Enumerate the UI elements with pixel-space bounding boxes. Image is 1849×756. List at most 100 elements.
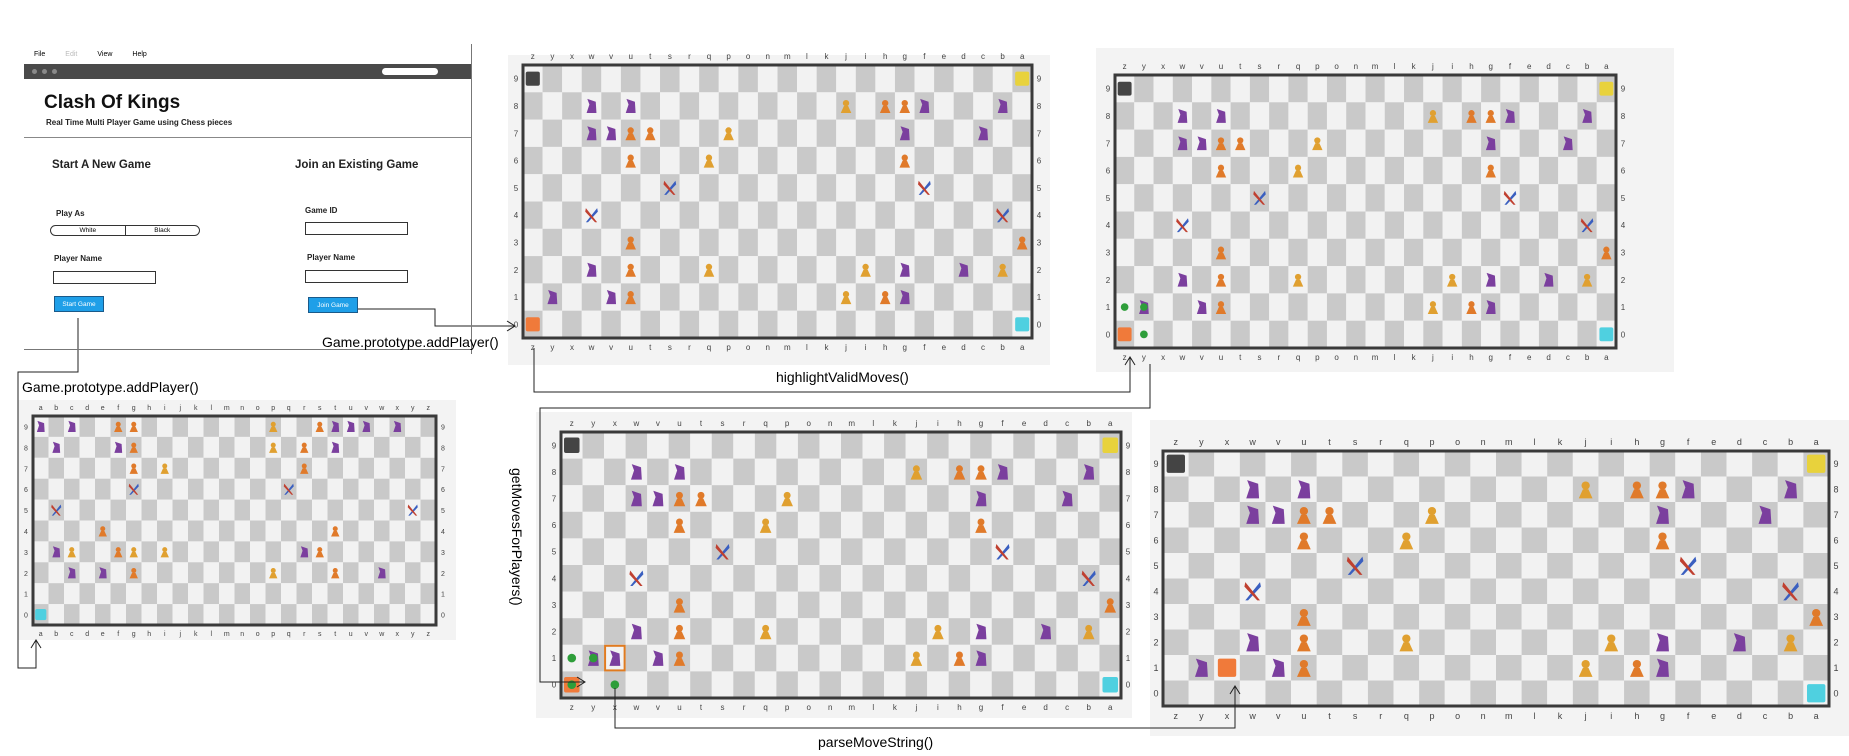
bishop-piece-icon[interactable] [1809,616,1824,626]
board-square[interactable] [281,604,297,625]
board-square[interactable] [819,565,841,592]
board-square[interactable] [561,511,583,539]
board-square[interactable] [953,119,974,147]
board-square[interactable] [855,119,876,147]
board-square[interactable] [420,604,437,625]
pawn-piece-icon[interactable] [723,133,734,141]
board-square[interactable] [1188,629,1215,656]
board-square[interactable] [1192,211,1212,239]
board-square[interactable] [1700,476,1727,503]
board-square[interactable] [948,591,971,619]
board-square[interactable] [188,562,204,584]
board-square[interactable] [1675,502,1701,528]
board-square[interactable] [420,499,437,521]
board-square[interactable] [79,416,96,437]
board-square[interactable] [33,541,49,563]
board-square[interactable] [1342,655,1368,681]
board-square[interactable] [660,201,680,229]
board-square[interactable] [1752,451,1778,477]
board-square[interactable] [690,618,712,645]
board-square[interactable] [157,562,173,584]
board-square[interactable] [836,256,856,284]
board-square[interactable] [250,562,266,584]
bishop-piece-icon[interactable] [625,269,636,277]
board-square[interactable] [1367,476,1394,503]
board-square[interactable] [1307,156,1327,185]
board-square[interactable] [934,65,954,93]
pawn-piece-icon[interactable] [1583,273,1591,281]
selected-square[interactable] [604,644,626,672]
board-square[interactable] [1700,604,1727,630]
board-square[interactable] [48,457,65,479]
board-square[interactable] [561,618,583,645]
board-square[interactable] [1521,655,1548,681]
board-square[interactable] [1269,75,1289,103]
board-square[interactable] [733,538,755,565]
board-square[interactable] [188,520,204,542]
board-square[interactable] [948,565,971,592]
board-square[interactable] [1404,129,1424,157]
board-square[interactable] [172,457,189,479]
board-square[interactable] [1034,538,1057,565]
board-square[interactable] [992,65,1013,93]
board-square[interactable] [1538,156,1559,185]
board-square[interactable] [1624,629,1650,656]
board-square[interactable] [1442,320,1462,348]
board-square[interactable] [1153,266,1173,294]
knight-piece-icon[interactable] [36,420,45,433]
board-square[interactable] [1192,156,1212,185]
board-square[interactable] [581,174,602,202]
pawn-piece-icon[interactable] [129,551,138,558]
board-square[interactable] [1538,75,1559,103]
board-square[interactable] [953,201,974,229]
rook-piece-icon[interactable] [715,543,729,560]
board-square[interactable] [1134,129,1154,157]
board-square[interactable] [647,538,669,565]
board-square[interactable] [647,432,669,459]
pawn-piece-icon[interactable] [1314,137,1321,144]
bishop-piece-icon[interactable] [675,624,683,632]
board-square[interactable] [1519,184,1539,212]
board-square[interactable] [562,201,582,229]
rook-piece-icon[interactable] [1580,218,1593,233]
bishop-piece-icon[interactable] [1629,489,1644,499]
board-square[interactable] [188,457,204,479]
valid-move-dot[interactable] [1120,303,1129,311]
board-square[interactable] [110,499,127,521]
board-square[interactable] [991,432,1014,459]
board-square[interactable] [875,228,895,257]
board-square[interactable] [862,538,885,565]
board-square[interactable] [327,541,344,563]
pawn-piece-icon[interactable] [840,297,852,305]
board-square[interactable] [953,283,974,311]
board-square[interactable] [1700,629,1727,656]
board-square[interactable] [1326,320,1347,348]
board-square[interactable] [1239,604,1266,630]
board-square[interactable] [405,457,421,479]
board-square[interactable] [1393,476,1420,503]
board-square[interactable] [141,478,158,500]
board-square[interactable] [157,436,173,458]
board-square[interactable] [1558,266,1578,294]
board-square[interactable] [625,591,648,619]
board-square[interactable] [1269,129,1289,157]
board-square[interactable] [1419,578,1445,605]
king-cyan-piece-icon[interactable] [1599,327,1614,342]
bishop-piece-icon[interactable] [1322,514,1337,524]
board-square[interactable] [1500,129,1520,157]
board-square[interactable] [1265,604,1292,630]
board-square[interactable] [1442,156,1462,185]
board-square[interactable] [601,201,621,229]
board-square[interactable] [1172,293,1193,321]
knight-piece-icon[interactable] [1083,464,1095,480]
pawn-piece-icon[interactable] [69,547,75,553]
knight-piece-icon[interactable] [997,98,1008,113]
board-square[interactable] [797,283,817,311]
board-square[interactable] [1393,451,1420,477]
board-square[interactable] [141,562,158,584]
board-square[interactable] [250,478,266,500]
board-square[interactable] [234,457,251,479]
board-square[interactable] [875,146,895,175]
board-square[interactable] [699,201,719,229]
board-square[interactable] [777,310,798,338]
